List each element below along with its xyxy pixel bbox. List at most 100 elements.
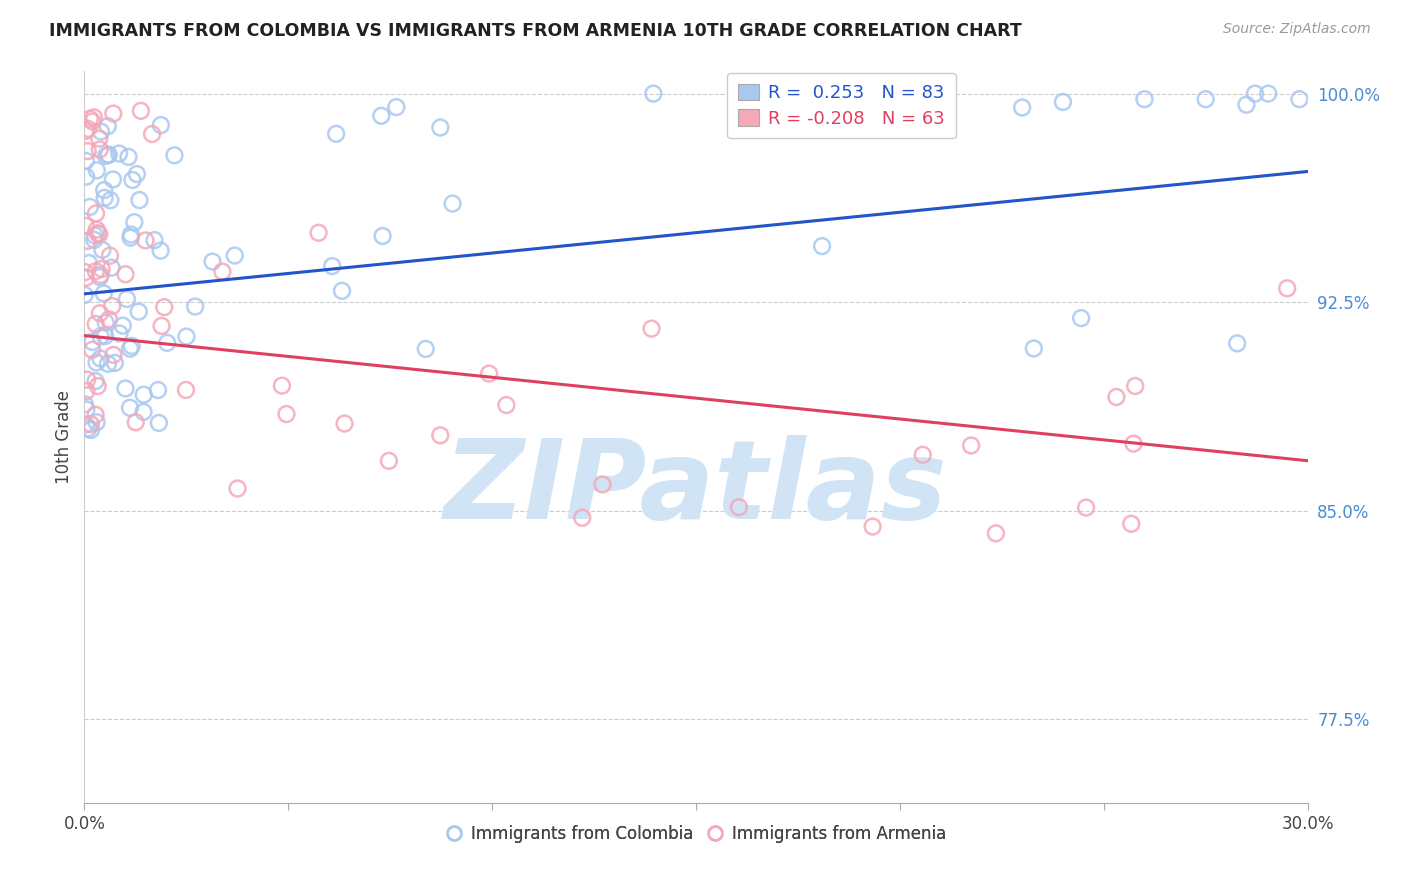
Point — [84, 206, 107, 220]
Point — [94, 149, 117, 163]
Point — [103, 348, 125, 362]
Point — [76, 373, 98, 387]
Point — [75, 270, 97, 285]
Y-axis label: 10th Grade: 10th Grade — [55, 390, 73, 484]
Point — [571, 510, 593, 524]
Point — [1074, 500, 1097, 515]
Point — [75, 169, 97, 184]
Point — [75, 402, 97, 417]
Point — [640, 321, 662, 335]
Point — [321, 259, 343, 273]
Point — [132, 405, 155, 419]
Point — [117, 150, 139, 164]
Point — [817, 87, 839, 101]
Point — [79, 200, 101, 214]
Point — [811, 239, 834, 253]
Point — [94, 316, 117, 330]
Point — [80, 417, 103, 432]
Point — [97, 148, 120, 162]
Point — [82, 343, 104, 357]
Point — [429, 428, 451, 442]
Point — [1022, 342, 1045, 356]
Point — [89, 143, 111, 157]
Point — [149, 244, 172, 258]
Point — [132, 387, 155, 401]
Point — [93, 286, 115, 301]
Point — [495, 398, 517, 412]
Point — [82, 114, 104, 128]
Point — [226, 482, 249, 496]
Point — [184, 300, 207, 314]
Legend: Immigrants from Colombia, Immigrants from Armenia: Immigrants from Colombia, Immigrants fro… — [439, 818, 953, 849]
Point — [90, 262, 112, 277]
Point — [1236, 97, 1258, 112]
Point — [201, 254, 224, 268]
Point — [371, 229, 394, 244]
Point — [84, 317, 107, 331]
Point — [115, 292, 138, 306]
Point — [83, 233, 105, 247]
Point — [276, 407, 298, 421]
Point — [128, 193, 150, 207]
Point — [378, 454, 401, 468]
Point — [86, 415, 108, 429]
Point — [415, 342, 437, 356]
Point — [163, 148, 186, 162]
Point — [90, 124, 112, 138]
Point — [75, 219, 97, 233]
Point — [1133, 92, 1156, 106]
Point — [90, 329, 112, 343]
Point — [135, 234, 157, 248]
Point — [308, 226, 330, 240]
Point — [153, 300, 176, 314]
Point — [114, 382, 136, 396]
Point — [80, 423, 103, 437]
Point — [984, 526, 1007, 541]
Point — [89, 306, 111, 320]
Point — [84, 408, 107, 422]
Point — [1052, 95, 1074, 109]
Point — [93, 191, 115, 205]
Point — [1288, 92, 1310, 106]
Point — [1070, 311, 1092, 326]
Point — [108, 326, 131, 341]
Point — [728, 500, 751, 515]
Point — [103, 106, 125, 120]
Point — [114, 267, 136, 281]
Point — [911, 448, 934, 462]
Point — [143, 233, 166, 247]
Point — [100, 260, 122, 275]
Point — [91, 243, 114, 257]
Point — [211, 265, 233, 279]
Point — [1123, 379, 1146, 393]
Point — [75, 153, 97, 168]
Point — [83, 228, 105, 243]
Point — [441, 196, 464, 211]
Point — [82, 334, 104, 349]
Point — [77, 256, 100, 270]
Point — [101, 172, 124, 186]
Point — [86, 355, 108, 369]
Point — [148, 416, 170, 430]
Point — [104, 356, 127, 370]
Point — [128, 304, 150, 318]
Point — [325, 127, 347, 141]
Point — [94, 329, 117, 343]
Point — [125, 167, 148, 181]
Point — [108, 146, 131, 161]
Point — [330, 284, 353, 298]
Point — [224, 248, 246, 262]
Point — [100, 193, 122, 207]
Point — [83, 111, 105, 125]
Point — [73, 288, 96, 302]
Point — [1195, 92, 1218, 106]
Point — [98, 312, 121, 326]
Point — [156, 335, 179, 350]
Point — [146, 383, 169, 397]
Point — [120, 230, 142, 244]
Point — [86, 226, 108, 240]
Point — [89, 270, 111, 285]
Point — [73, 397, 96, 411]
Point — [271, 378, 294, 392]
Point — [174, 383, 197, 397]
